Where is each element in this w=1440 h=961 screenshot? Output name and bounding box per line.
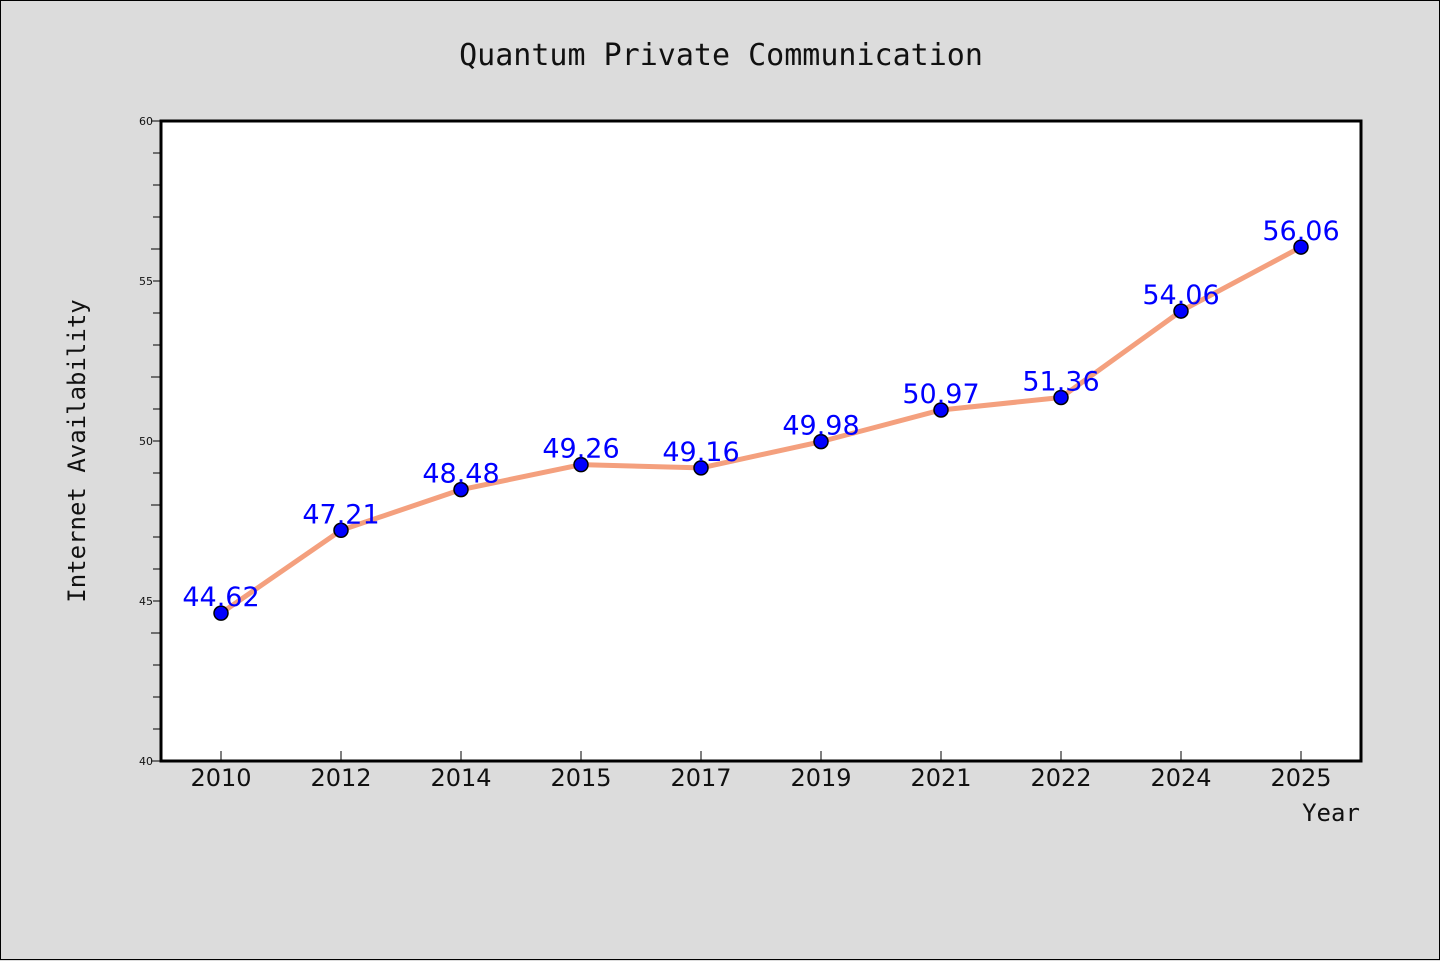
x-axis: 2010 2012 2014 2015 2017 2019 2021 2022 2024 2025	[190, 751, 1332, 792]
x-tick-label: 2014	[430, 764, 491, 792]
series-line	[218, 244, 1304, 616]
data-label: 49.98	[782, 411, 859, 442]
y-axis: 40 45 50 55 60	[139, 115, 161, 768]
y-tick-label: 55	[139, 275, 153, 288]
y-tick-label: 45	[139, 595, 153, 608]
data-label: 47.21	[302, 499, 379, 530]
y-tick-label: 40	[139, 755, 153, 768]
y-tick-label: 50	[139, 435, 153, 448]
y-tick-label: 60	[139, 115, 153, 128]
x-tick-label: 2025	[1270, 764, 1331, 792]
data-point	[1173, 303, 1189, 319]
y-axis-label: Internet Availability	[63, 299, 91, 602]
data-point	[933, 402, 949, 418]
data-point	[333, 522, 349, 539]
data-point	[813, 433, 829, 450]
data-point	[213, 605, 229, 621]
data-label: 49.16	[662, 437, 739, 468]
data-point	[693, 460, 709, 476]
data-point	[573, 456, 589, 473]
data-label: 49.26	[542, 434, 619, 465]
x-axis-label: Year	[1302, 799, 1360, 827]
data-label: 51.36	[1022, 366, 1099, 397]
plot-area	[159, 119, 1363, 763]
chart-title: Quantum Private Communication	[459, 38, 983, 73]
data-label: 54.06	[1142, 280, 1219, 311]
data-label: 48.48	[422, 459, 499, 490]
x-tick-label: 2017	[670, 764, 731, 792]
x-tick-label: 2019	[790, 764, 851, 792]
data-point	[1293, 239, 1309, 255]
x-tick-label: 2012	[310, 764, 371, 792]
x-tick-label: 2021	[910, 764, 971, 792]
data-point	[453, 481, 469, 498]
data-labels: 44.62 47.21 48.48 49.26 49.16 49.98 50.97 51.36…	[182, 216, 1339, 613]
x-tick-label: 2015	[550, 764, 611, 792]
data-label: 56.06	[1262, 216, 1339, 247]
x-tick-label: 2022	[1030, 764, 1091, 792]
data-point	[1053, 389, 1069, 406]
data-label: 50.97	[902, 379, 979, 410]
data-series	[213, 239, 1309, 621]
x-tick-label: 2010	[190, 764, 251, 792]
x-tick-label: 2024	[1150, 764, 1211, 792]
data-label: 44.62	[182, 582, 259, 613]
